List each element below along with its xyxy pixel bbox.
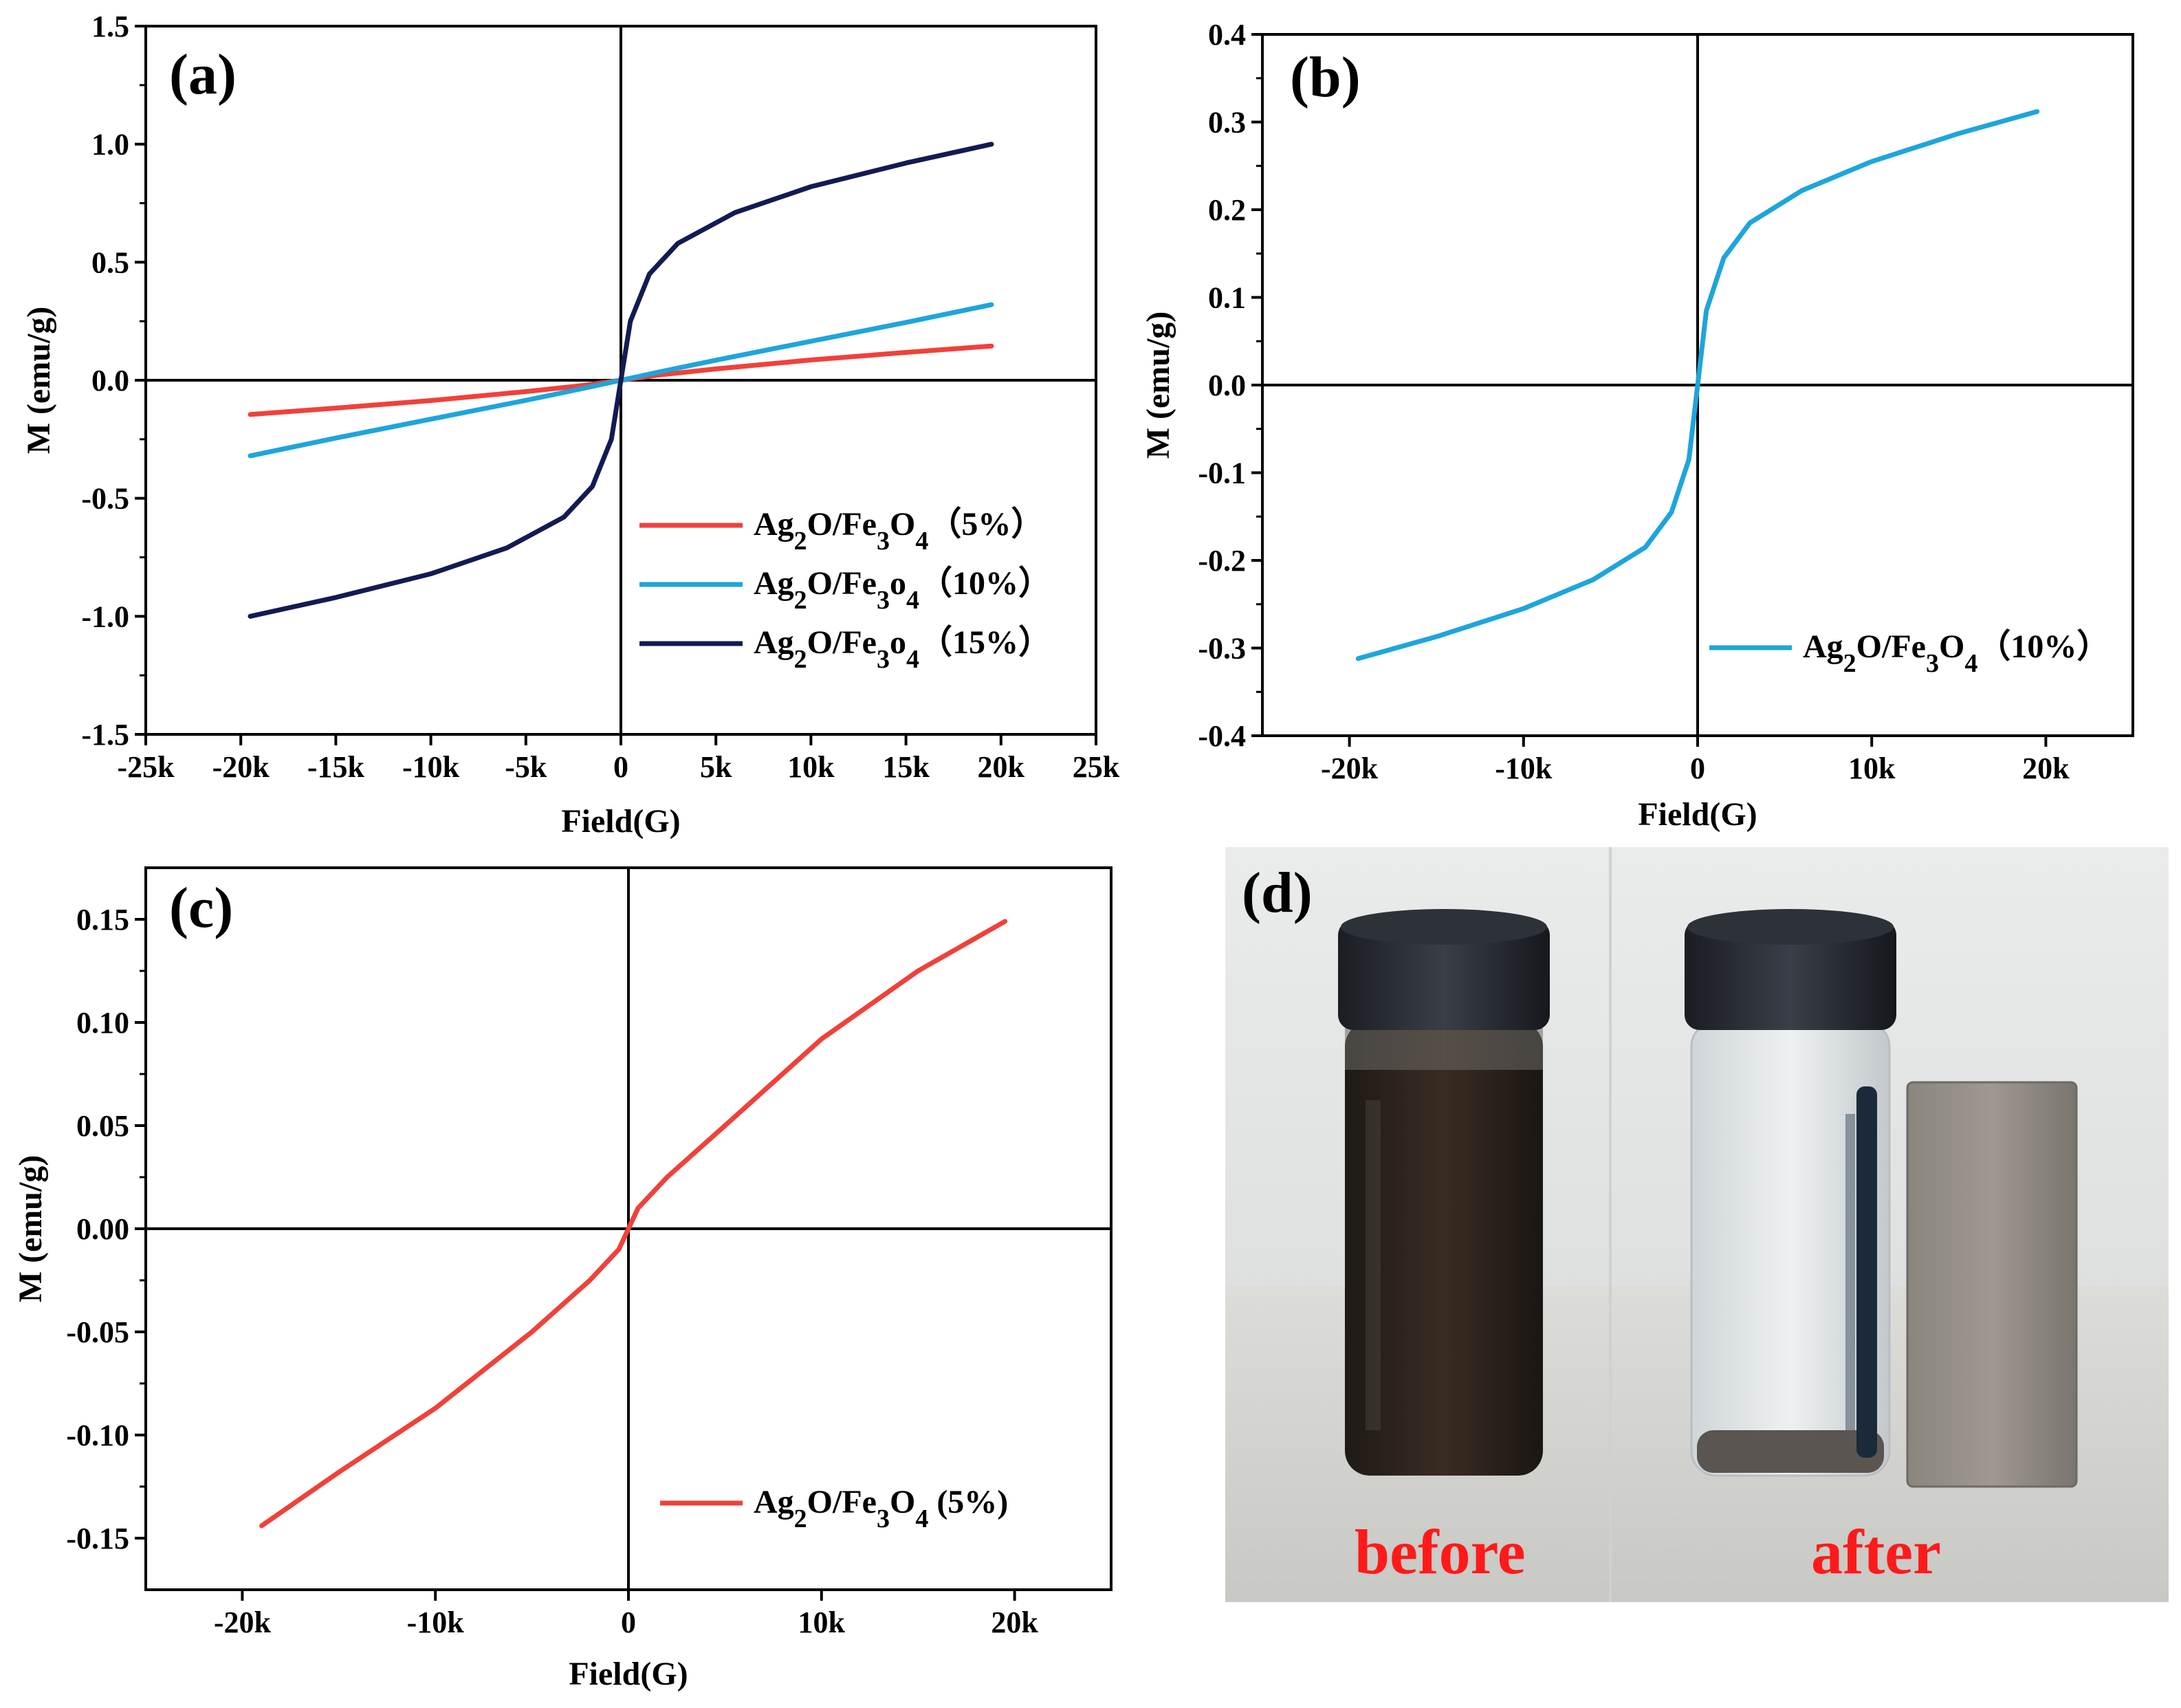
y-tick-label: -0.1 <box>1198 457 1246 490</box>
panel-c-label: (c) <box>169 876 233 940</box>
vial-after <box>1685 909 1896 1477</box>
panel-a-chart: -25k -20k -15k -10k -5k 0 5k 10k 15k 20k 25k -1.5 -1… <box>21 10 1120 840</box>
y-tick-label: 0.5 <box>91 245 129 279</box>
y-tick-label: 0.00 <box>76 1212 129 1246</box>
panel-b-xlabel: Field(G) <box>1638 796 1757 833</box>
panel-a-label: (a) <box>169 43 237 107</box>
y-tick-label: 0.15 <box>76 903 129 937</box>
y-tick-label: 0.3 <box>1208 106 1246 140</box>
y-tick-label: -0.15 <box>66 1522 129 1555</box>
y-tick-label: 0.10 <box>76 1006 129 1040</box>
vial-before <box>1338 909 1550 1476</box>
x-tick-label: 0 <box>1690 752 1705 785</box>
y-tick-label: 1.0 <box>91 128 129 162</box>
panel-a-ylabel: M (emu/g) <box>21 307 57 455</box>
x-tick-label: 5k <box>700 750 732 784</box>
y-tick-label: 0.0 <box>91 364 129 397</box>
y-tick-label: -1.0 <box>81 600 129 633</box>
x-tick-label: 0 <box>621 1606 636 1639</box>
vial-before-cap <box>1338 920 1550 1030</box>
y-tick-label: -1.5 <box>81 718 129 752</box>
series-line-b-0 <box>1355 109 2040 661</box>
panel-c-chart: -20k -10k 0 10k 20k -0.15 -0.10 -0.05 0.00 0.05 0.… <box>12 866 1113 1692</box>
y-tick-label: -0.10 <box>66 1419 129 1452</box>
x-tick-label: 10k <box>798 1606 846 1639</box>
x-tick-label: -25k <box>117 750 175 784</box>
legend-label-a-0: Ag2O/Fe3O4（5%） <box>754 506 1044 556</box>
vial-after-attracted-particles <box>1856 1086 1877 1458</box>
x-tick-label: -20k <box>212 750 270 784</box>
panel-c-xlabel: Field(G) <box>569 1656 688 1692</box>
vial-after-sediment <box>1697 1430 1884 1473</box>
series-line-a-2 <box>248 142 994 619</box>
x-tick-label: 20k <box>978 750 1025 784</box>
y-tick-label: -0.4 <box>1198 719 1246 753</box>
panel-c-ylabel: M (emu/g) <box>12 1155 49 1303</box>
x-tick-label: 15k <box>882 750 930 784</box>
panel-a-xlabel: Field(G) <box>561 803 680 840</box>
vial-before-highlight <box>1366 1100 1381 1430</box>
y-tick-label: 1.5 <box>91 10 129 43</box>
x-tick-label: -20k <box>214 1606 272 1639</box>
vial-after-particle-trail <box>1845 1114 1855 1430</box>
y-tick-label: 0.1 <box>1208 281 1246 315</box>
x-tick-label: -5k <box>505 750 547 784</box>
panel-d-photo: before after (d) <box>1225 847 2169 1602</box>
y-tick-label: 0.4 <box>1208 18 1246 52</box>
panel-b-label: (b) <box>1290 45 1361 109</box>
x-tick-label: 25k <box>1073 750 1120 784</box>
y-tick-label: -0.2 <box>1198 544 1246 578</box>
y-tick-label: -0.5 <box>81 482 129 516</box>
x-tick-label: -10k <box>1495 752 1553 785</box>
legend-label-a-1: Ag2O/Fe3o4（10%） <box>754 565 1051 615</box>
y-tick-label: -0.3 <box>1198 632 1246 666</box>
x-tick-label: 20k <box>2022 752 2070 785</box>
legend-label-b-0: Ag2O/Fe3O4（10%） <box>1803 628 2109 678</box>
legend-label-c-0: Ag2O/Fe3O4 (5%) <box>754 1484 1008 1533</box>
x-tick-label: 10k <box>1848 752 1896 785</box>
panel-b-chart: -20k -10k 0 10k 20k -0.4 -0.3 -0.2 -0.1 0.0 0.1 0.2… <box>1140 18 2134 833</box>
x-tick-label: 0 <box>613 750 628 784</box>
magnet-block <box>1906 1081 2078 1488</box>
vial-after-cap <box>1685 920 1896 1030</box>
y-tick-label: 0.0 <box>1208 369 1246 402</box>
vial-before-liquid <box>1345 1022 1543 1476</box>
legend-label-a-2: Ag2O/Fe3o4（15%） <box>754 624 1051 674</box>
y-tick-label: 0.05 <box>76 1109 129 1143</box>
x-tick-label: -10k <box>407 1606 465 1639</box>
photo-caption-before: before <box>1355 1517 1526 1587</box>
vial-before-cap-top <box>1341 909 1547 945</box>
panel-d-label: (d) <box>1242 861 1313 925</box>
x-tick-label: 20k <box>991 1606 1038 1639</box>
series-line-c-0 <box>259 919 1008 1529</box>
y-tick-label: -0.05 <box>66 1315 129 1349</box>
x-tick-label: -15k <box>307 750 365 784</box>
x-tick-label: -10k <box>402 750 460 784</box>
panel-b-ylabel: M (emu/g) <box>1140 311 1176 459</box>
vial-after-cap-top <box>1687 909 1894 945</box>
x-tick-label: -20k <box>1321 752 1379 785</box>
x-tick-label: 10k <box>787 750 835 784</box>
photo-caption-after: after <box>1811 1517 1941 1587</box>
y-tick-label: 0.2 <box>1208 193 1246 227</box>
